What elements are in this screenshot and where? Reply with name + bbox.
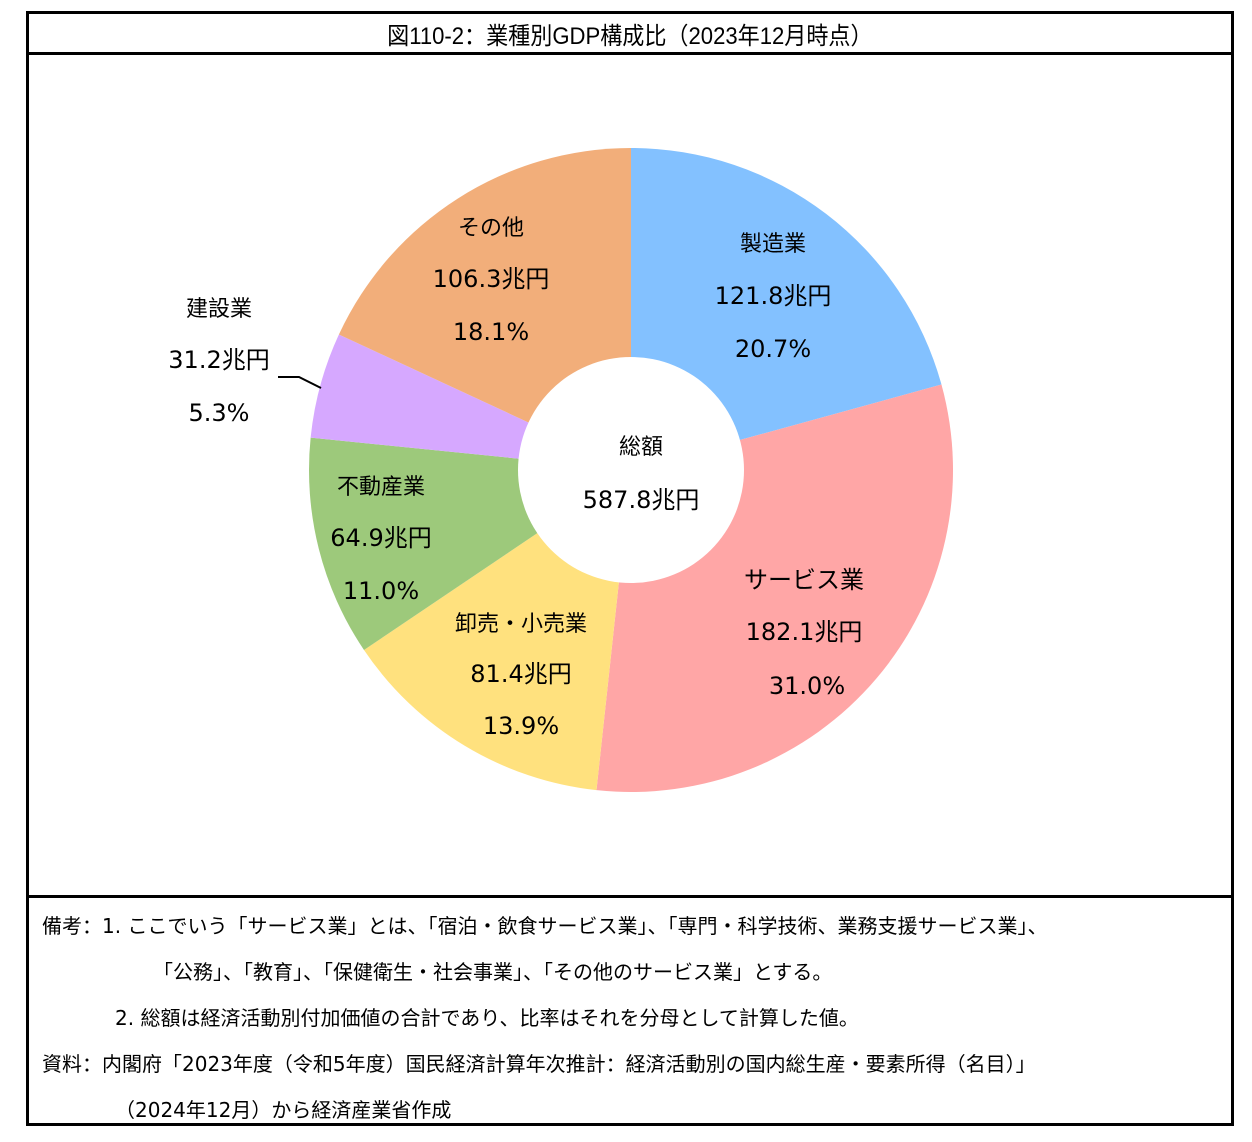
slice-label-name: サービス業	[744, 566, 864, 594]
note-line-3: 2. 総額は経済活動別付加価値の合計であり、比率はそれを分母として計算した値。	[115, 1006, 859, 1030]
slice-label-name: 製造業	[740, 232, 806, 257]
slice-label-amount: 64.9兆円	[330, 524, 431, 552]
figure-frame: 図110-2：業種別GDP構成比（2023年12月時点） 総額 587.8兆円 …	[26, 11, 1234, 1126]
chart-area: 総額 587.8兆円 製造業 121.8兆円 20.7% サービス業 182.1…	[29, 52, 1231, 895]
slice-label-percent: 31.0%	[769, 672, 845, 700]
center-value: 587.8兆円	[583, 486, 700, 514]
slice-label-amount: 182.1兆円	[746, 618, 863, 646]
slice-label-amount: 81.4兆円	[470, 660, 571, 688]
slice-label-amount: 106.3兆円	[433, 265, 550, 293]
donut-hole	[518, 357, 744, 583]
source-line-1: 資料：内閣府「2023年度（令和5年度）国民経済計算年次推計：経済活動別の国内総…	[42, 1052, 1036, 1076]
notes-section: 備考：1. ここでいう「サービス業」とは、「宿泊・飲食サービス業」、「専門・科学…	[29, 895, 1231, 1123]
slice-label-name: 不動産業	[337, 475, 425, 500]
title-row: 図110-2：業種別GDP構成比（2023年12月時点）	[29, 14, 1231, 55]
slice-label-percent: 5.3%	[189, 399, 250, 427]
leader-line-construction	[278, 376, 322, 389]
source-line-2: （2024年12月）から経済産業省作成	[115, 1098, 452, 1122]
slice-label-name: 建設業	[186, 297, 252, 322]
slice-label-percent: 13.9%	[483, 712, 559, 740]
figure-title: 図110-2：業種別GDP構成比（2023年12月時点）	[387, 22, 873, 50]
center-label: 総額	[619, 435, 663, 460]
slice-label-percent: 18.1%	[453, 318, 529, 346]
slice-label-percent: 11.0%	[343, 577, 419, 605]
note-line-1: 備考：1. ここでいう「サービス業」とは、「宿泊・飲食サービス業」、「専門・科学…	[42, 914, 1048, 938]
slice-label-percent: 20.7%	[735, 335, 811, 363]
slice-label-amount: 121.8兆円	[715, 282, 832, 310]
slice-label-name: 卸売・小売業	[455, 612, 587, 637]
donut-chart: 総額 587.8兆円 製造業 121.8兆円 20.7% サービス業 182.1…	[168, 148, 954, 792]
slice-label-name: その他	[458, 216, 524, 241]
slice-label-amount: 31.2兆円	[168, 346, 269, 374]
note-line-2: 「公務」、「教育」、「保健衛生・社会事業」、「その他のサービス業」とする。	[153, 960, 833, 984]
